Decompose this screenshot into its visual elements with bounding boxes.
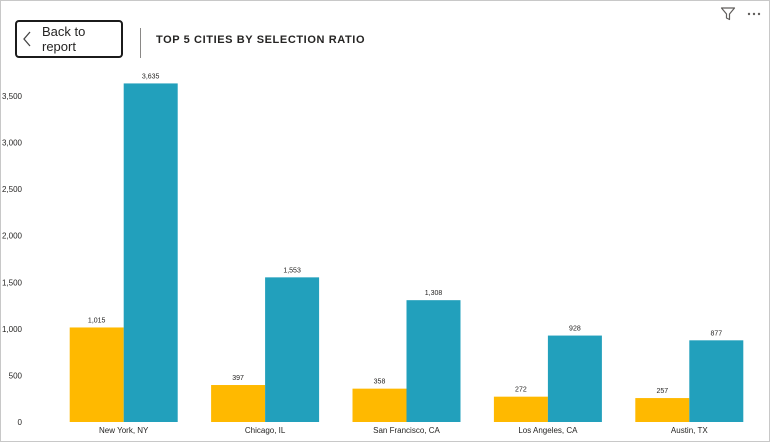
x-tick-label: Los Angeles, CA <box>518 426 578 435</box>
bar-series-1 <box>352 388 407 422</box>
title-divider <box>140 28 141 58</box>
bar-series-2 <box>265 277 320 422</box>
filter-icon[interactable] <box>720 6 736 22</box>
y-tick-label: 1,000 <box>2 325 23 334</box>
data-label: 272 <box>515 387 527 394</box>
back-button-label: Back to report <box>42 24 86 54</box>
y-tick-label: 2,000 <box>2 232 23 241</box>
y-tick-label: 1,500 <box>2 278 23 287</box>
x-tick-label: San Francisco, CA <box>373 426 440 435</box>
bar-series-2 <box>406 300 461 422</box>
bar-series-1 <box>211 385 266 422</box>
data-label: 1,553 <box>283 267 301 274</box>
data-label: 3,635 <box>142 73 160 80</box>
visual-header-icons <box>720 4 762 24</box>
data-label: 1,308 <box>425 290 443 297</box>
x-tick-label: New York, NY <box>99 426 149 435</box>
x-tick-label: Austin, TX <box>671 426 708 435</box>
data-label: 928 <box>569 326 581 333</box>
bar-series-2 <box>123 83 178 422</box>
bar-series-2 <box>547 335 602 422</box>
y-tick-label: 3,000 <box>2 139 23 148</box>
data-label: 358 <box>374 379 386 386</box>
back-to-report-button[interactable]: Back to report <box>15 20 123 58</box>
bar-series-1 <box>69 327 124 422</box>
bar-series-1 <box>635 398 690 422</box>
y-tick-label: 2,500 <box>2 185 23 194</box>
x-tick-label: Chicago, IL <box>245 426 286 435</box>
y-tick-label: 0 <box>18 418 23 427</box>
bar-series-1 <box>493 396 548 422</box>
y-tick-label: 500 <box>9 371 23 380</box>
y-tick-label: 3,500 <box>2 92 23 101</box>
data-label: 257 <box>656 388 668 395</box>
chart-title: TOP 5 CITIES BY SELECTION RATIO <box>156 34 366 46</box>
bar-series-2 <box>689 340 744 422</box>
data-label: 1,015 <box>88 317 106 324</box>
data-label: 397 <box>232 375 244 382</box>
chevron-left-icon <box>21 30 33 48</box>
data-label: 877 <box>710 330 722 337</box>
more-options-icon[interactable] <box>746 6 762 22</box>
